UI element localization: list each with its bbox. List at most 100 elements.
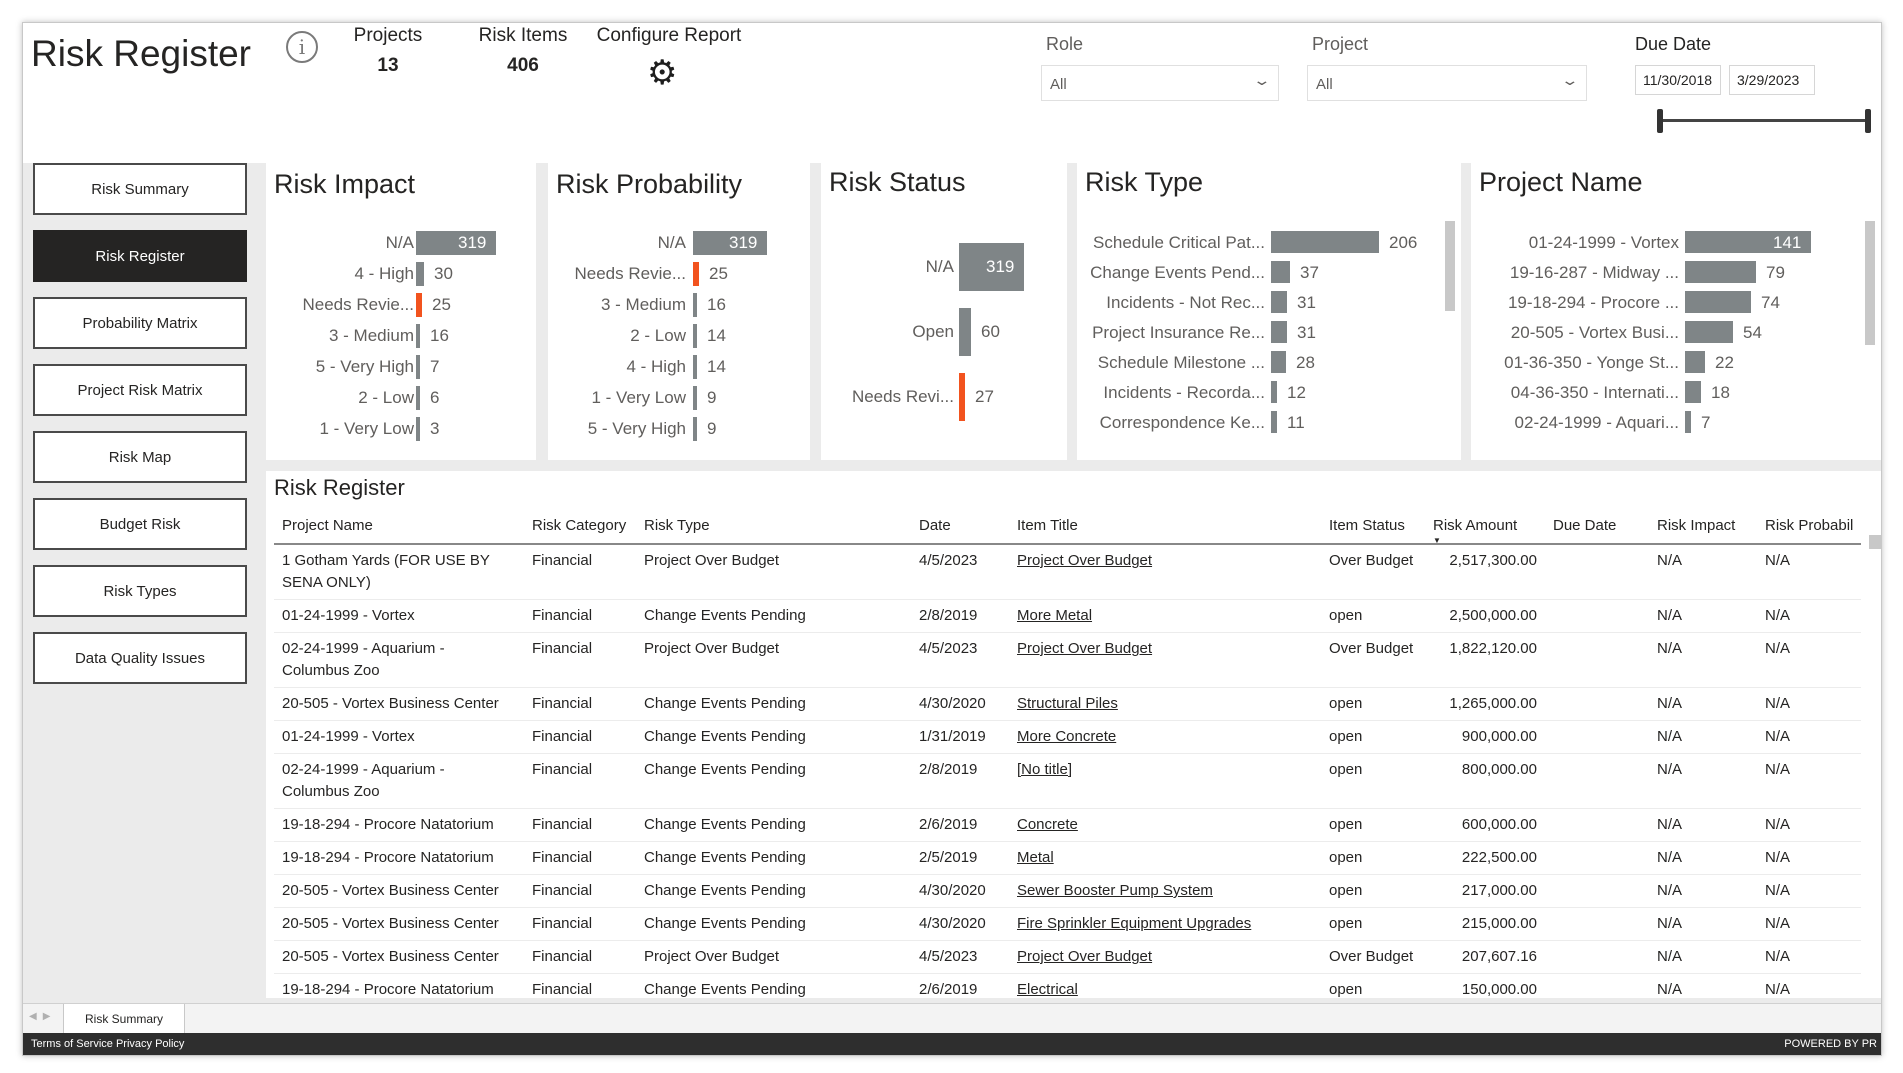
table-row[interactable]: 19-18-294 - Procore Natatorium Financial C… <box>274 808 1862 842</box>
bar[interactable] <box>1685 231 1811 253</box>
item-title-link[interactable]: Fire Sprinkler Equipment Upgrades <box>1017 915 1252 932</box>
bar[interactable] <box>1271 231 1379 253</box>
column-header[interactable]: Project Name <box>274 507 524 545</box>
table-cell[interactable]: Concrete <box>1009 808 1321 842</box>
bar-row[interactable]: 5 - Very High 7 <box>266 355 536 379</box>
nav-budget-risk[interactable]: Budget Risk <box>33 498 247 550</box>
item-title-link[interactable]: Project Over Budget <box>1017 640 1153 657</box>
bar-row[interactable]: 19-16-287 - Midway ... 79 <box>1471 261 1881 283</box>
bar[interactable] <box>416 293 422 317</box>
table-cell[interactable]: [No title] <box>1009 753 1321 809</box>
bar[interactable] <box>416 417 420 441</box>
bar-row[interactable]: N/A 319 <box>821 243 1067 291</box>
table-row[interactable]: 01-24-1999 - Vortex Financial Change Event… <box>274 720 1862 754</box>
bar-row[interactable]: 1 - Very Low 9 <box>548 386 810 410</box>
bar-row[interactable]: 2 - Low 14 <box>548 324 810 348</box>
table-cell[interactable]: More Metal <box>1009 599 1321 633</box>
bar[interactable] <box>693 386 697 410</box>
bar-row[interactable]: Change Events Pend... 37 <box>1077 261 1461 283</box>
bar[interactable] <box>1685 291 1751 313</box>
bar[interactable] <box>1685 351 1705 373</box>
tab-risk-summary[interactable]: Risk Summary <box>63 1004 185 1034</box>
bar-row[interactable]: Needs Revie... 25 <box>266 293 536 317</box>
gear-icon[interactable]: ⚙ <box>647 54 678 92</box>
bar[interactable] <box>693 417 697 441</box>
info-icon[interactable]: i <box>286 31 318 63</box>
column-header[interactable]: Risk Impact <box>1649 507 1757 545</box>
table-cell[interactable]: Project Over Budget <box>1009 632 1321 688</box>
bar[interactable] <box>416 386 420 410</box>
table-cell[interactable]: More Concrete <box>1009 720 1321 754</box>
bar-row[interactable]: 02-24-1999 - Aquari... 7 <box>1471 411 1881 433</box>
role-filter-select[interactable]: All ⌄ <box>1041 65 1279 101</box>
footer-links[interactable]: Terms of Service Privacy Policy <box>31 1038 185 1050</box>
item-title-link[interactable]: More Concrete <box>1017 728 1117 745</box>
bar[interactable] <box>416 324 420 348</box>
item-title-link[interactable]: Structural Piles <box>1017 695 1118 712</box>
table-row[interactable]: 1 Gotham Yards (FOR USE BY SENA ONLY) Fin… <box>274 544 1862 600</box>
bar[interactable] <box>416 355 420 379</box>
table-row[interactable]: 02-24-1999 - Aquarium - Columbus Zoo Fina… <box>274 632 1862 688</box>
item-title-link[interactable]: Concrete <box>1017 816 1078 833</box>
item-title-link[interactable]: Sewer Booster Pump System <box>1017 882 1213 899</box>
column-header[interactable]: Item Status <box>1321 507 1425 545</box>
bar-row[interactable]: 3 - Medium 16 <box>548 293 810 317</box>
bar-row[interactable]: 19-18-294 - Procore ... 74 <box>1471 291 1881 313</box>
bar[interactable] <box>959 308 971 356</box>
table-row[interactable]: 20-505 - Vortex Business Center Financial… <box>274 907 1862 941</box>
bar-row[interactable]: Needs Revi... 27 <box>821 373 1067 421</box>
bar-row[interactable]: Incidents - Recorda... 12 <box>1077 381 1461 403</box>
due-date-slider-start-handle[interactable] <box>1657 109 1663 133</box>
bar[interactable] <box>416 231 496 255</box>
table-row[interactable]: 20-505 - Vortex Business Center Financial… <box>274 687 1862 721</box>
due-date-start-input[interactable]: 11/30/2018 <box>1635 65 1721 95</box>
nav-risk-map[interactable]: Risk Map <box>33 431 247 483</box>
column-header[interactable]: Risk Type <box>636 507 911 545</box>
bar[interactable] <box>1271 321 1287 343</box>
column-header[interactable]: Due Date <box>1545 507 1649 545</box>
table-row[interactable]: 19-18-294 - Procore Natatorium Financial C… <box>274 973 1862 1007</box>
bar-row[interactable]: N/A 319 <box>266 231 536 255</box>
table-cell[interactable]: Structural Piles <box>1009 687 1321 721</box>
bar-row[interactable]: Schedule Milestone ... 28 <box>1077 351 1461 373</box>
bar[interactable] <box>693 355 697 379</box>
bar-row[interactable]: Open 60 <box>821 308 1067 356</box>
bar[interactable] <box>693 262 699 286</box>
project-name-scrollbar[interactable] <box>1865 221 1875 345</box>
bar-row[interactable]: Needs Revie... 25 <box>548 262 810 286</box>
column-header[interactable]: Risk Amount ▼ <box>1425 507 1545 545</box>
bar[interactable] <box>693 324 697 348</box>
table-row[interactable]: 20-505 - Vortex Business Center Financial… <box>274 940 1862 974</box>
nav-probability-matrix[interactable]: Probability Matrix <box>33 297 247 349</box>
bar[interactable] <box>693 293 697 317</box>
table-cell[interactable]: Project Over Budget <box>1009 940 1321 974</box>
nav-risk-types[interactable]: Risk Types <box>33 565 247 617</box>
bar-row[interactable]: 4 - High 30 <box>266 262 536 286</box>
bar[interactable] <box>1271 291 1287 313</box>
item-title-link[interactable]: Metal <box>1017 849 1054 866</box>
item-title-link[interactable]: More Metal <box>1017 607 1093 624</box>
bar-row[interactable]: Incidents - Not Rec... 31 <box>1077 291 1461 313</box>
bar-row[interactable]: 04-36-350 - Internati... 18 <box>1471 381 1881 403</box>
table-scrollbar[interactable] <box>1869 535 1881 549</box>
risk-type-scrollbar[interactable] <box>1445 221 1455 311</box>
column-header[interactable]: Date <box>911 507 1009 545</box>
due-date-slider-track[interactable] <box>1660 119 1868 122</box>
due-date-slider-end-handle[interactable] <box>1865 109 1871 133</box>
table-row[interactable]: 20-505 - Vortex Business Center Financial… <box>274 874 1862 908</box>
bar-row[interactable]: 5 - Very High 9 <box>548 417 810 441</box>
bar[interactable] <box>959 373 965 421</box>
bar-row[interactable]: 2 - Low 6 <box>266 386 536 410</box>
table-row[interactable]: 01-24-1999 - Vortex Financial Change Event… <box>274 599 1862 633</box>
nav-data-quality-issues[interactable]: Data Quality Issues <box>33 632 247 684</box>
bar[interactable] <box>1685 321 1733 343</box>
item-title-link[interactable]: Project Over Budget <box>1017 552 1153 569</box>
tab-nav-arrows-icon[interactable]: ◀▶ <box>29 1011 57 1022</box>
item-title-link[interactable]: Project Over Budget <box>1017 948 1153 965</box>
nav-risk-register[interactable]: Risk Register <box>33 230 247 282</box>
bar[interactable] <box>1271 351 1286 373</box>
table-cell[interactable]: Project Over Budget <box>1009 544 1321 600</box>
bar-row[interactable]: 3 - Medium 16 <box>266 324 536 348</box>
table-cell[interactable]: Electrical <box>1009 973 1321 1007</box>
bar[interactable] <box>1271 261 1290 283</box>
